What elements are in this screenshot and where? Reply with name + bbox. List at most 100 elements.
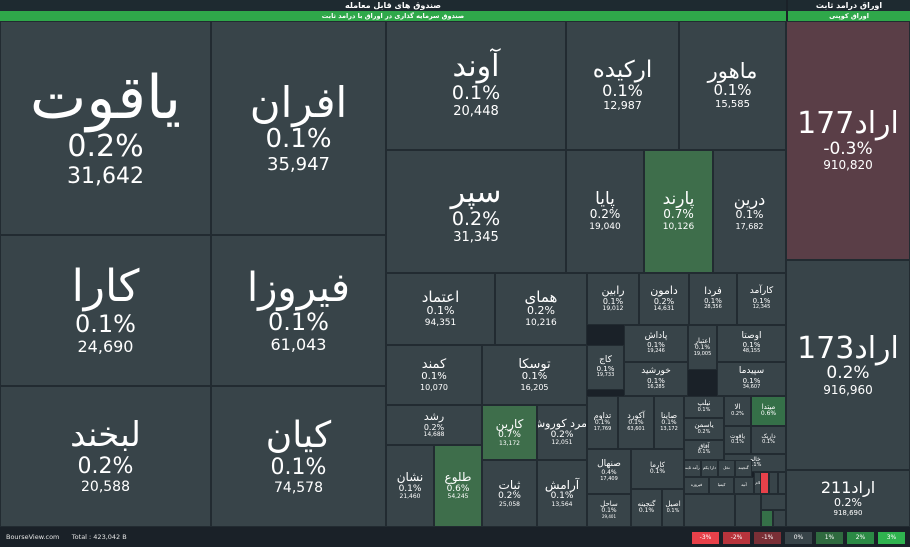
tile-change: 0.2% <box>527 304 555 318</box>
tile-senhal[interactable]: صنهال 0.4% 17,409 <box>587 449 631 494</box>
tile-change: 0.1% <box>628 419 644 427</box>
tile-ganjineh[interactable]: گنجینه 0.1% <box>631 489 662 527</box>
small-tile-label: سلام <box>755 480 763 485</box>
tile-kaj[interactable]: کاج 0.1% 19,733 <box>587 345 624 390</box>
tile-value: 24,690 <box>77 337 134 357</box>
tile-tooska[interactable]: توسکا 0.1% 16,205 <box>482 345 587 405</box>
tile-ala[interactable]: الا 0.2% <box>724 396 751 426</box>
tile-firooza[interactable]: فیروزا 0.1% 61,043 <box>211 235 386 386</box>
tile-parand[interactable]: پارند 0.7% 10,126 <box>644 150 713 273</box>
tile-name: میتدا <box>761 402 776 411</box>
tile-value: 63,601 <box>627 426 645 433</box>
tiny-tile[interactable] <box>684 494 735 527</box>
tiny-tile[interactable] <box>778 472 786 494</box>
tiny-tile[interactable] <box>735 494 761 527</box>
tile-oosta[interactable]: اوصتا 0.1% 48,155 <box>717 325 786 362</box>
tile-mitadal[interactable]: میتدا 0.6% <box>751 396 786 426</box>
tile-homay[interactable]: همای 0.2% 10,216 <box>495 273 587 345</box>
tile-value: 94,351 <box>424 318 457 329</box>
tile-change: 0.2% <box>653 296 675 306</box>
tile-arad211[interactable]: اراد211 0.2% 918,690 <box>786 470 910 527</box>
small-tile[interactable]: گنجینه <box>735 460 752 477</box>
tile-value: 25,058 <box>499 500 520 508</box>
tile-sahel[interactable]: ساحل 0.1% 29,401 <box>587 494 631 527</box>
legend-swatch: 0% <box>785 532 812 544</box>
tile-name: همای <box>524 287 558 306</box>
tile-arad173[interactable]: اراد173 0.2% 916,960 <box>786 260 910 470</box>
tile-mahoor[interactable]: ماهور 0.1% 15,585 <box>679 21 786 150</box>
tile-akord[interactable]: آکورد 0.1% 63,601 <box>618 396 654 449</box>
tile-name: توسکا <box>518 356 551 372</box>
tile-arad177[interactable]: اراد177 -0.3% 910,820 <box>786 21 910 260</box>
tiny-tile[interactable] <box>773 510 786 527</box>
tile-karma[interactable]: کارما 0.1% <box>631 449 684 489</box>
small-tile[interactable]: دارا یکم <box>701 460 718 477</box>
tile-tadavom[interactable]: تداوم 0.1% 17,769 <box>587 396 618 449</box>
tile-paya[interactable]: پایا 0.2% 19,040 <box>566 150 644 273</box>
tile-change: 0.1% <box>752 296 771 305</box>
small-tile[interactable]: درآمد ثابت <box>684 460 701 477</box>
tile-change: 0.1% <box>731 439 744 446</box>
tile-yaghout[interactable]: یاقوت 0.2% 31,642 <box>0 21 211 235</box>
tile-yaghut2[interactable]: یاقوت 0.1% <box>724 426 751 454</box>
tile-orkideh[interactable]: ارکیده 0.1% 12,987 <box>566 21 679 150</box>
tile-sabet[interactable]: ثبات 0.2% 25,058 <box>482 460 537 527</box>
tile-neshan[interactable]: نشان 0.1% 21,460 <box>386 445 434 527</box>
tile-roshd[interactable]: رشد 0.2% 14,688 <box>386 405 482 445</box>
tile-value: 16,205 <box>520 382 549 392</box>
tiny-tile[interactable] <box>761 494 786 510</box>
small-tile[interactable]: کیمیا <box>709 477 734 494</box>
tile-name: طلوع <box>444 470 472 485</box>
legend-swatch: 3% <box>878 532 905 544</box>
tile-change: 0.1% <box>697 406 711 413</box>
small-tile[interactable]: نخل <box>718 460 735 477</box>
tile-nilp[interactable]: نیلپ 0.1% <box>684 396 724 418</box>
tile-value: 31,345 <box>453 229 499 245</box>
tile-name: صاینا <box>660 410 678 420</box>
tile-name: کیان <box>265 414 332 456</box>
tile-etebar[interactable]: اعتبار 0.1% 19,005 <box>688 325 717 370</box>
tile-kian[interactable]: کیان 0.1% 74,578 <box>211 386 386 527</box>
small-tile[interactable]: فیروزه <box>684 477 709 494</box>
tiny-tile[interactable] <box>761 510 773 527</box>
tile-kara[interactable]: کارا 0.1% 24,690 <box>0 235 211 386</box>
tiny-tile[interactable] <box>769 472 778 494</box>
tile-farda[interactable]: فردا 0.1% 28,356 <box>689 273 737 325</box>
tile-dorrin[interactable]: درین 0.1% 17,682 <box>713 150 786 273</box>
tiny-tile[interactable] <box>760 472 769 494</box>
tile-toloo[interactable]: طلوع 0.6% 54,245 <box>434 445 482 527</box>
tile-dariq[interactable]: داریک 0.1% <box>751 426 786 454</box>
tile-change: 0.1% <box>596 365 615 374</box>
tile-sepidma[interactable]: سپیدما 0.1% 34,607 <box>717 362 786 396</box>
small-tile[interactable]: آتیه <box>734 477 754 494</box>
tile-kamand[interactable]: کمند 0.1% 10,070 <box>386 345 482 405</box>
tile-separ[interactable]: سپر 0.2% 31,345 <box>386 150 566 273</box>
tile-rabin[interactable]: رابین 0.1% 19,012 <box>587 273 639 325</box>
tile-avand[interactable]: آوند 0.1% 20,448 <box>386 21 566 150</box>
tile-zomorod[interactable]: زمرد کوروش0.2%12,051 <box>537 405 587 460</box>
tile-value: 15,585 <box>715 99 750 111</box>
tile-etemad[interactable]: اعتماد 0.1% 94,351 <box>386 273 495 345</box>
tile-change: 0.2% <box>451 207 501 230</box>
tile-karin[interactable]: کارین 0.7% 13,172 <box>482 405 537 460</box>
tile-name: ثبات <box>498 477 521 492</box>
tile-sayna[interactable]: صاینا 0.1% 13,172 <box>654 396 684 449</box>
tile-change: 0.1% <box>649 468 666 476</box>
tile-change: 0.1% <box>762 439 775 446</box>
tile-name: یاقوت <box>29 62 182 133</box>
tile-value: 10,070 <box>420 382 448 392</box>
tile-yasaman[interactable]: یاسمن 0.2% <box>684 418 724 440</box>
tile-karamad[interactable]: کارآمد 0.1% 12,345 <box>737 273 786 325</box>
tile-change: 0.1% <box>601 507 617 515</box>
tile-khorshid[interactable]: خورشید 0.1% 16,285 <box>624 362 688 396</box>
tile-labkhand[interactable]: لبخند 0.2% 20,588 <box>0 386 211 527</box>
tile-aflak[interactable]: آفاق 0.1% <box>684 440 724 460</box>
tile-padash[interactable]: پاداش 0.1% 19,246 <box>624 325 688 362</box>
tile-asil[interactable]: اصیل 0.1% <box>662 489 684 527</box>
tile-afran[interactable]: افران 0.1% 35,947 <box>211 21 386 235</box>
tile-aramesh[interactable]: آرامش 0.1% 13,564 <box>537 460 587 527</box>
tile-value: 31,642 <box>67 164 144 190</box>
tile-name: نشان <box>396 470 424 485</box>
tile-change: 0.1% <box>265 123 332 154</box>
tile-damoon[interactable]: دامون 0.2% 14,631 <box>639 273 689 325</box>
